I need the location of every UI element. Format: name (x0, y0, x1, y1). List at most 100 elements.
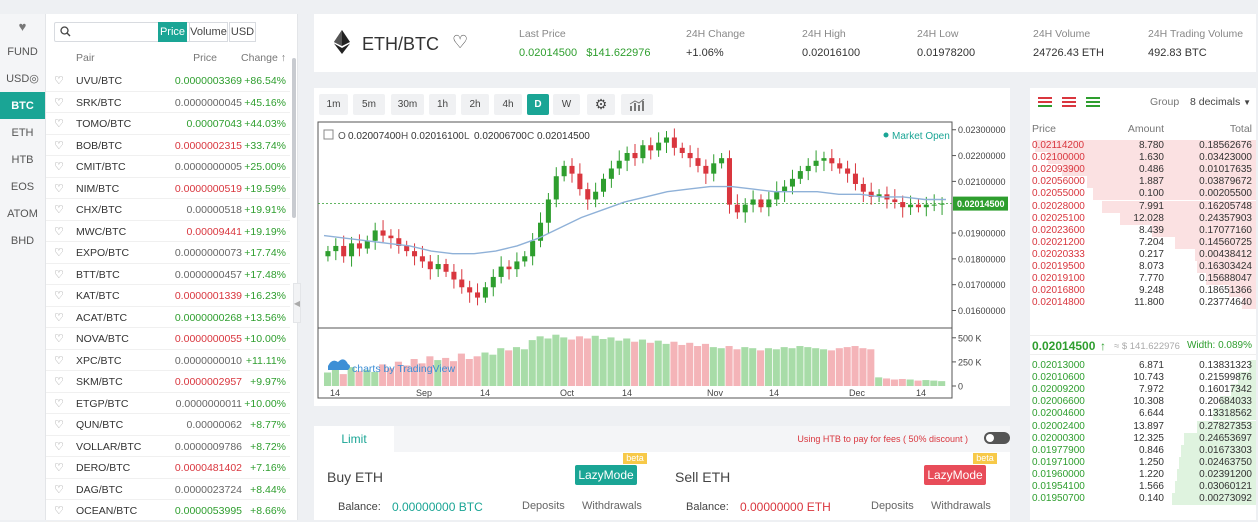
bid-row[interactable]: 0.02009200 7.972 0.16017342 (1030, 384, 1256, 397)
market-row[interactable]: ♡ OCEAN/BTC 0.0000053995 +8.66% (46, 500, 290, 522)
market-row[interactable]: ♡ SRK/BTC 0.0000000045 +45.16% (46, 92, 290, 113)
market-row[interactable]: ♡ TOMO/BTC 0.00007043 +44.03% (46, 113, 290, 135)
favorite-heart-icon[interactable]: ♡ (54, 397, 64, 410)
pair-header[interactable]: Pair (76, 52, 95, 64)
buy-lazymode-button[interactable]: LazyMode (575, 465, 637, 485)
buy-deposits-link[interactable]: Deposits (522, 500, 565, 512)
ask-row[interactable]: 0.02021200 7.204 0.14560725 (1030, 236, 1256, 249)
bid-row[interactable]: 0.02000300 12.325 0.24653697 (1030, 432, 1256, 445)
favorite-heart-icon[interactable]: ♡ (54, 333, 64, 345)
ask-row[interactable]: 0.02019500 8.073 0.16303424 (1030, 261, 1256, 273)
both-sides-icon[interactable] (1038, 97, 1052, 108)
market-tab-6[interactable]: ATOM (7, 207, 38, 220)
ask-row[interactable]: 0.02028000 7.991 0.16205748 (1030, 200, 1256, 213)
bid-row[interactable]: 0.01971000 1.250 0.02463750 (1030, 456, 1256, 469)
interval-button-1[interactable]: 5m (353, 94, 385, 115)
favorite-heart-icon[interactable]: ♡ (54, 268, 64, 281)
favorite-heart-icon[interactable]: ♡ (54, 419, 64, 431)
market-row[interactable]: ♡ SKM/BTC 0.0000002957 +9.97% (46, 371, 290, 393)
bid-row[interactable]: 0.02004600 6.644 0.13318562 (1030, 408, 1256, 421)
bid-row[interactable]: 0.02006600 10.308 0.20684033 (1030, 396, 1256, 409)
decimals-select[interactable]: 8 decimals ▼ (1190, 96, 1251, 108)
ask-row[interactable]: 0.02055000 0.100 0.00205500 (1030, 188, 1256, 201)
sort-button-1[interactable]: Volume (189, 22, 228, 42)
ask-row[interactable]: 0.02100000 1.630 0.03423000 (1030, 152, 1256, 165)
ask-row[interactable]: 0.02056000 1.887 0.03879672 (1030, 176, 1256, 189)
favorite-heart-icon[interactable]: ♡ (54, 118, 64, 130)
favorite-heart-icon[interactable]: ♡ (54, 505, 64, 517)
chart-settings-button[interactable]: ⚙ (587, 94, 615, 115)
ask-row[interactable]: 0.02016800 9.248 0.18651366 (1030, 285, 1256, 298)
market-row[interactable]: ♡ BTT/BTC 0.0000000457 +17.48% (46, 264, 290, 285)
ask-row[interactable]: 0.02023600 8.439 0.17077160 (1030, 224, 1256, 237)
ask-row[interactable]: 0.02019100 7.770 0.15688047 (1030, 273, 1256, 286)
market-row[interactable]: ♡ VOLLAR/BTC 0.0000009786 +8.72% (46, 436, 290, 457)
market-row[interactable]: ♡ MWC/BTC 0.00009441 +19.19% (46, 221, 290, 242)
interval-button-3[interactable]: 1h (429, 94, 456, 115)
market-row[interactable]: ♡ NOVA/BTC 0.0000000055 +10.00% (46, 328, 290, 350)
favorite-heart-icon[interactable]: ♡ (54, 225, 64, 238)
favorite-heart-icon[interactable]: ♡ (54, 96, 64, 109)
bid-row[interactable]: 0.01977900 0.846 0.01673303 (1030, 444, 1256, 457)
candlestick-chart[interactable]: O 0.02007400 H 0.02016100 L 0.02006700 C 0.0201… (314, 116, 1010, 406)
market-row[interactable]: ♡ UVU/BTC 0.0000003369 +86.54% (46, 70, 290, 92)
favorite-heart-icon[interactable]: ♡ (54, 311, 64, 324)
collapse-sidebar-handle[interactable]: ◀ (293, 283, 301, 323)
market-tab-0[interactable]: FUND (7, 45, 38, 58)
sell-deposits-link[interactable]: Deposits (871, 500, 914, 512)
change-header[interactable]: Change ↑ (241, 52, 286, 64)
favorite-heart-icon[interactable]: ♡ (54, 483, 64, 496)
bid-row[interactable]: 0.02010600 10.743 0.21599876 (1030, 372, 1256, 385)
asks-only-icon[interactable] (1062, 97, 1076, 108)
favorite-heart-icon[interactable]: ♡ (54, 376, 64, 388)
favorite-heart-icon[interactable]: ♡ (54, 204, 64, 216)
favorite-heart-icon[interactable]: ♡ (54, 440, 64, 453)
market-row[interactable]: ♡ EXPO/BTC 0.0000000073 +17.74% (46, 242, 290, 264)
sell-withdrawals-link[interactable]: Withdrawals (931, 500, 991, 512)
market-tab-5[interactable]: EOS (10, 180, 35, 193)
interval-button-7[interactable]: W (553, 94, 580, 115)
ask-row[interactable]: 0.02114200 8.780 0.18562676 (1030, 140, 1256, 152)
bid-row[interactable]: 0.01960000 1.220 0.02391200 (1030, 468, 1256, 481)
bid-row[interactable]: 0.01950700 0.140 0.00273092 (1030, 493, 1256, 506)
favorite-heart-icon[interactable]: ♡ (54, 139, 64, 152)
market-row[interactable]: ♡ ETGP/BTC 0.0000000011 +10.00% (46, 393, 290, 414)
interval-button-5[interactable]: 4h (494, 94, 522, 115)
favorite-heart-icon[interactable]: ♡ (54, 161, 64, 173)
market-row[interactable]: ♡ BOB/BTC 0.0000002315 +33.74% (46, 135, 290, 156)
bid-row[interactable]: 0.02002400 13.897 0.27827353 (1030, 420, 1256, 433)
market-row[interactable]: ♡ CHX/BTC 0.00000518 +19.91% (46, 199, 290, 221)
favorite-heart-icon[interactable]: ♡ (54, 247, 64, 259)
sell-lazymode-button[interactable]: LazyMode (924, 465, 986, 485)
market-row[interactable]: ♡ CMIT/BTC 0.0000000005 +25.00% (46, 156, 290, 178)
interval-button-4[interactable]: 2h (461, 94, 489, 115)
indicators-button[interactable] (621, 94, 653, 115)
buy-withdrawals-link[interactable]: Withdrawals (582, 500, 642, 512)
market-tab-7[interactable]: BHD (10, 234, 35, 247)
favorites-tab[interactable]: ♥ (0, 14, 45, 38)
market-list-scrollbar[interactable] (292, 58, 296, 218)
bids-only-icon[interactable] (1086, 97, 1100, 108)
bid-row[interactable]: 0.01954100 1.566 0.03060121 (1030, 481, 1256, 493)
ask-row[interactable]: 0.02025100 12.028 0.24357903 (1030, 212, 1256, 225)
favorite-heart-icon[interactable]: ♡ (452, 32, 469, 52)
market-row[interactable]: ♡ DERO/BTC 0.0000481402 +7.16% (46, 457, 290, 479)
ask-row[interactable]: 0.02020333 0.217 0.00438412 (1030, 248, 1256, 261)
interval-button-2[interactable]: 30m (391, 94, 424, 115)
ask-row[interactable]: 0.02093900 0.486 0.01017635 (1030, 164, 1256, 177)
market-tab-3[interactable]: ETH (11, 126, 34, 139)
tab-limit[interactable]: Limit (314, 426, 394, 452)
interval-button-0[interactable]: 1m (319, 94, 348, 115)
market-row[interactable]: ♡ DAG/BTC 0.0000023724 +8.44% (46, 479, 290, 500)
sort-button-2[interactable]: USD (229, 22, 256, 42)
favorite-heart-icon[interactable]: ♡ (54, 182, 64, 195)
market-row[interactable]: ♡ NIM/BTC 0.0000000519 +19.59% (46, 178, 290, 199)
market-row[interactable]: ♡ QUN/BTC 0.00000062 +8.77% (46, 414, 290, 436)
sort-button-0[interactable]: Price (158, 22, 187, 42)
market-tab-1[interactable]: USD◎ (6, 73, 39, 85)
ask-row[interactable]: 0.02014800 11.800 0.23774640 (1030, 297, 1256, 310)
favorite-heart-icon[interactable]: ♡ (54, 354, 64, 367)
market-row[interactable]: ♡ ACAT/BTC 0.0000000268 +13.56% (46, 307, 290, 328)
market-tab-4[interactable]: HTB (11, 153, 34, 166)
market-tab-2[interactable]: BTC (0, 92, 45, 119)
